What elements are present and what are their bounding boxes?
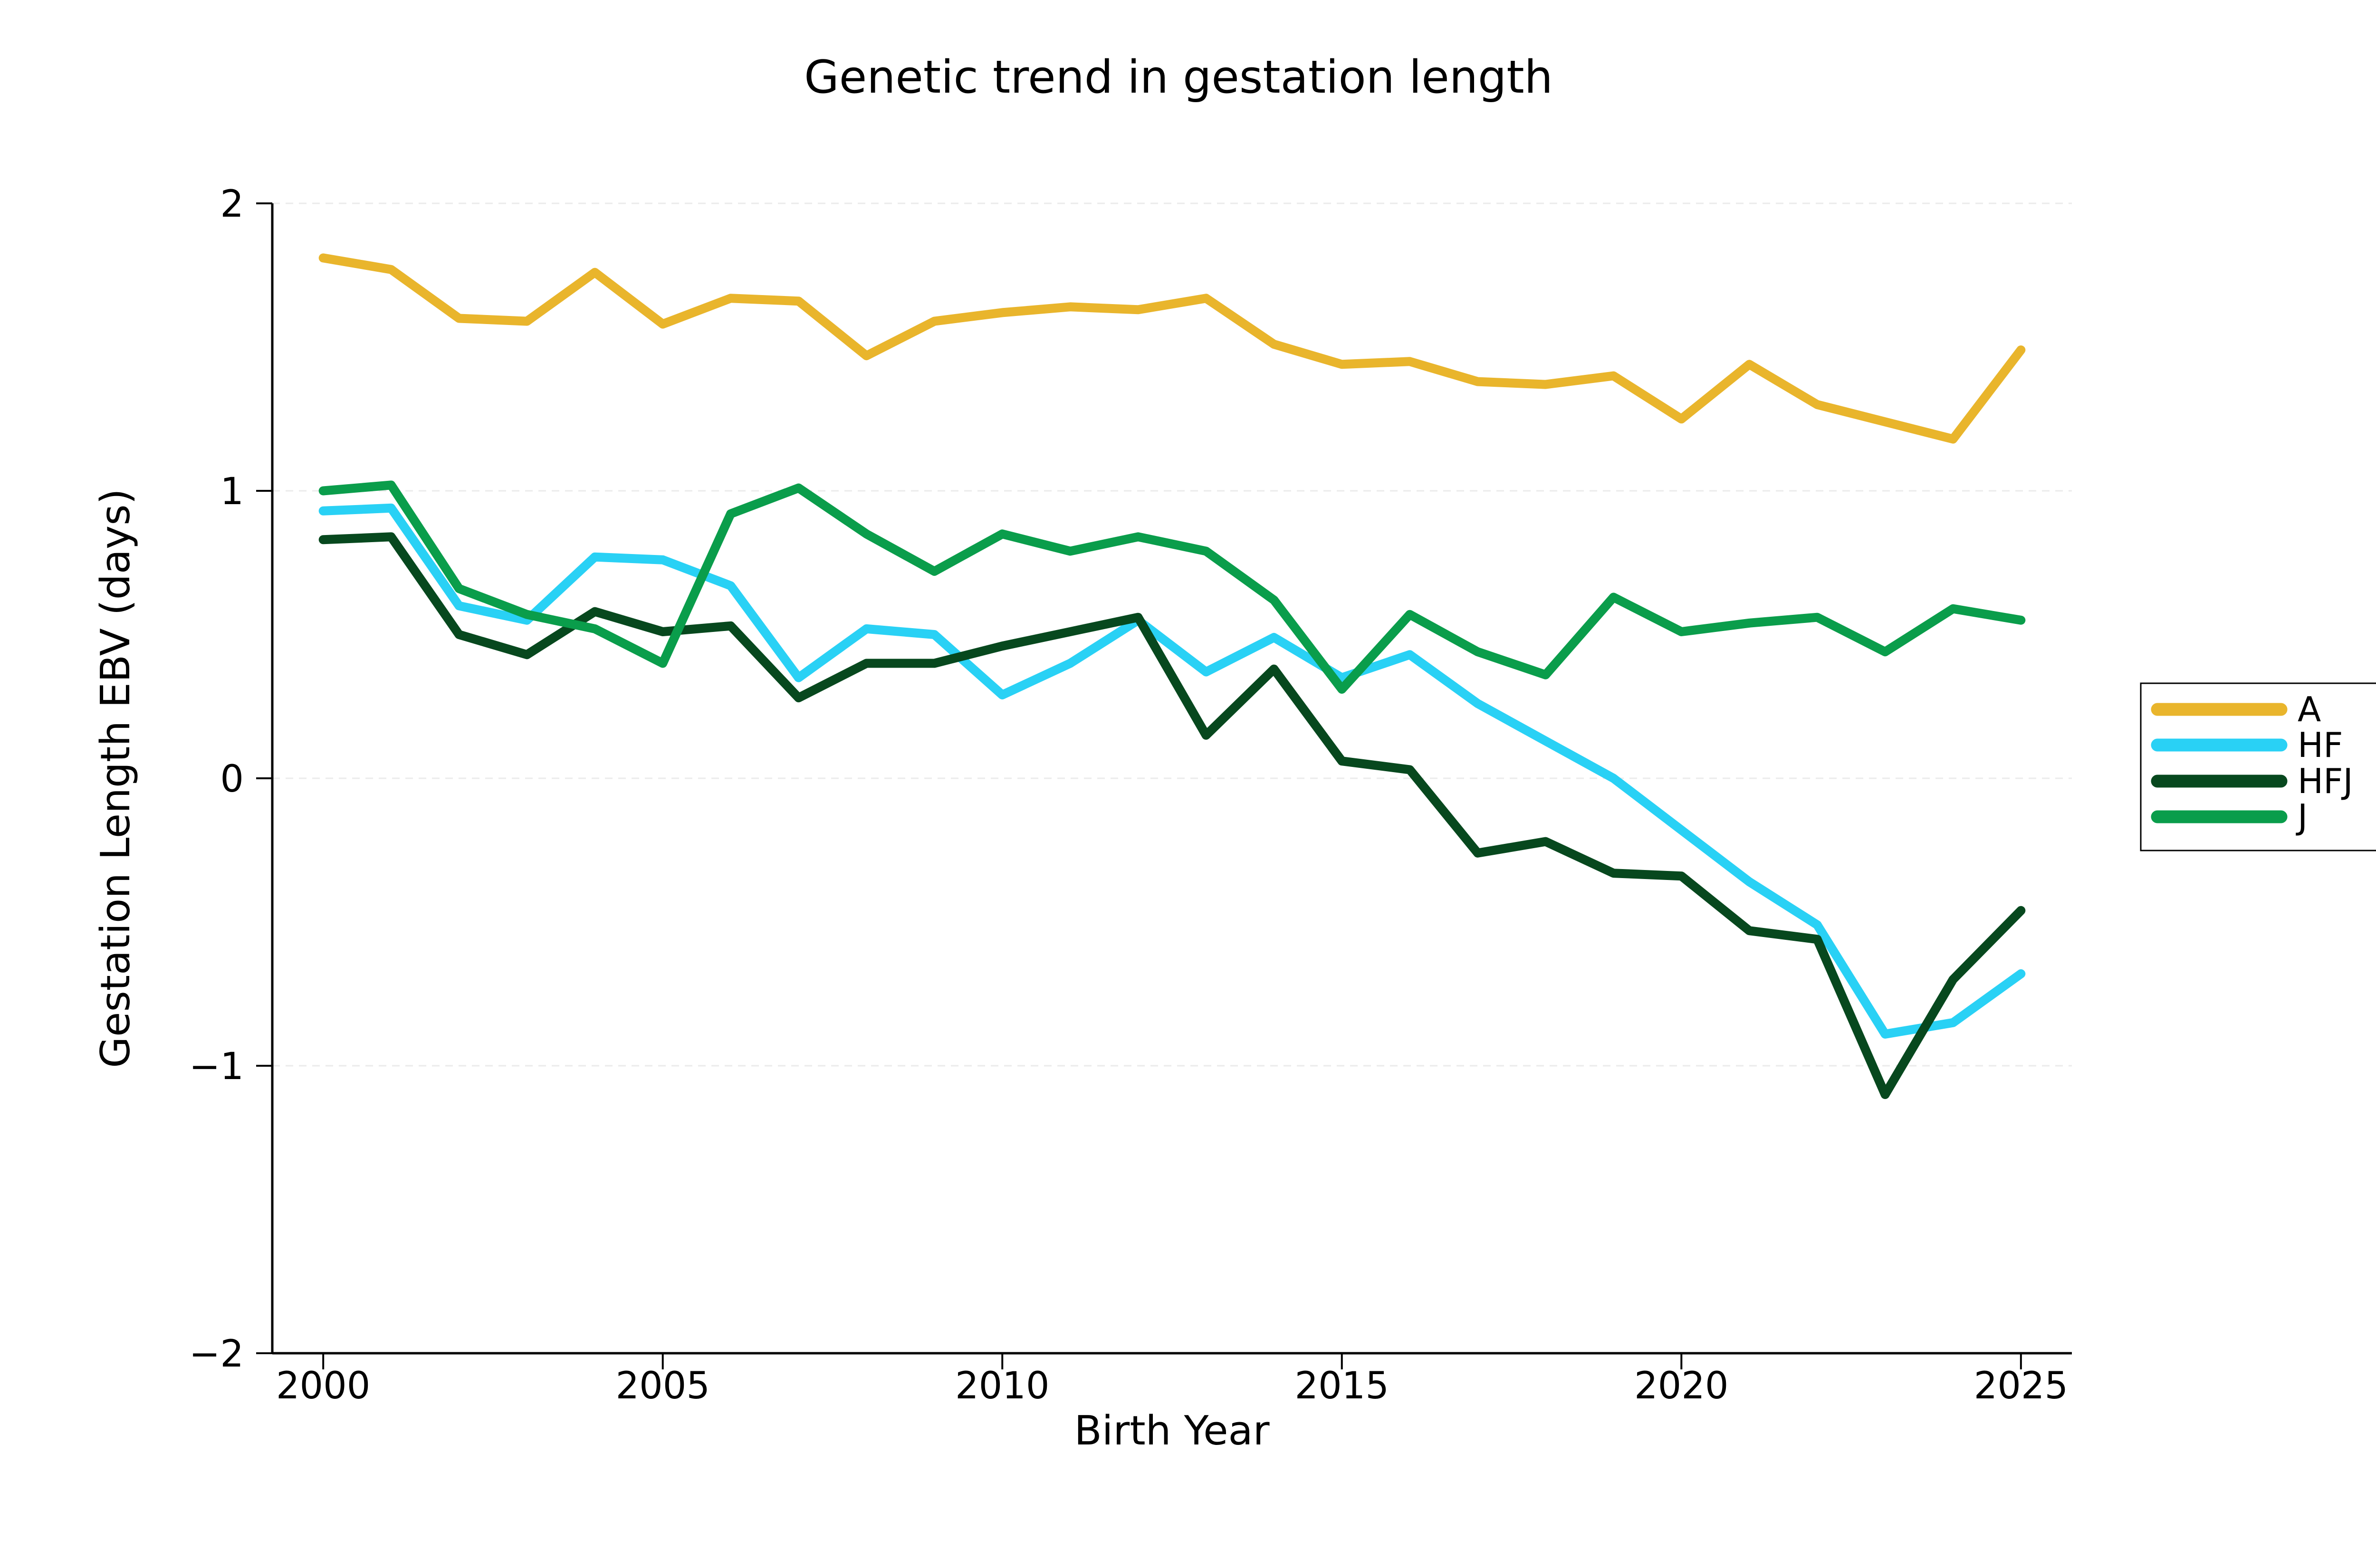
y-tick-label--2: −2 <box>189 1333 244 1376</box>
legend-label-A: A <box>2298 689 2321 729</box>
chart-title: Genetic trend in gestation length <box>804 51 1553 104</box>
y-axis-ticks: 2 1 0 −1 −2 <box>189 183 272 1376</box>
y-tick-label-0: 0 <box>220 758 244 801</box>
series-line-HFJ <box>318 532 2026 1099</box>
y-tick-label--1: −1 <box>189 1045 244 1088</box>
y-tick-label-2: 2 <box>220 183 244 226</box>
legend-label-HFJ: HFJ <box>2298 761 2353 801</box>
x-axis-ticks: 2000 2005 2010 2015 2020 2025 <box>276 1353 2068 1407</box>
x-tick-label-2000: 2000 <box>276 1365 371 1407</box>
x-axis-label: Birth Year <box>1074 1407 1269 1454</box>
x-tick-label-2010: 2010 <box>955 1365 1050 1407</box>
x-tick-label-2020: 2020 <box>1634 1365 1729 1407</box>
series-line-HF <box>318 503 2026 1039</box>
y-tick-label-1: 1 <box>220 470 244 513</box>
legend-label-J: J <box>2296 797 2308 837</box>
x-tick-label-2005: 2005 <box>615 1365 710 1407</box>
gridlines <box>272 202 2072 1354</box>
series-line-A <box>318 253 2026 444</box>
data-series <box>318 253 2026 1099</box>
series-line-J <box>318 480 2026 694</box>
x-tick-label-2025: 2025 <box>1974 1365 2069 1407</box>
legend-label-HF: HF <box>2298 725 2343 765</box>
x-tick-label-2015: 2015 <box>1295 1365 1389 1407</box>
y-axis-label: Gestation Length EBV (days) <box>92 488 139 1068</box>
